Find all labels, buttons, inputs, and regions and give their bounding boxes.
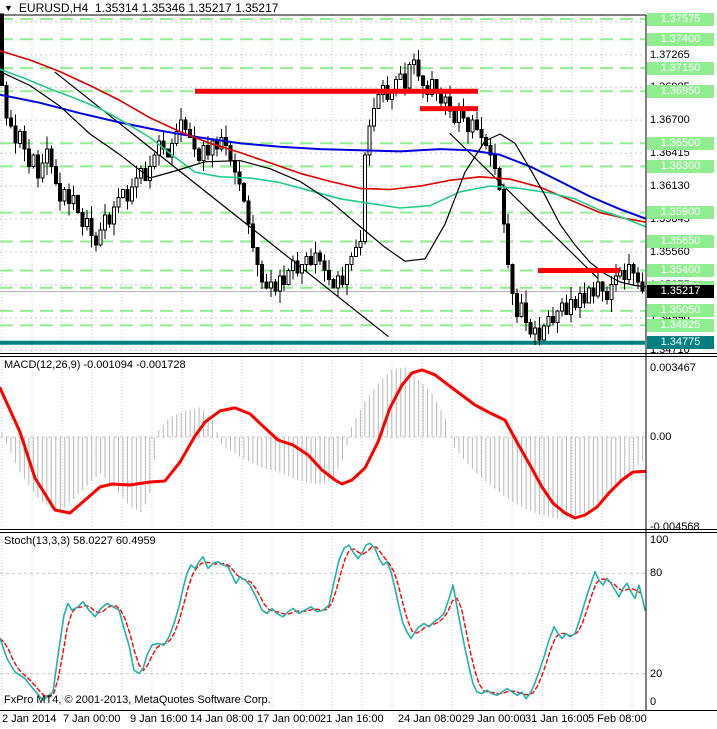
stoch-scale-label: 0 (650, 696, 657, 708)
stoch-scale-label: 20 (650, 668, 663, 680)
green-level-label: 1.36950 (647, 85, 714, 98)
green-level-label: 1.36300 (647, 160, 714, 173)
macd-signal-line (0, 368, 647, 520)
price-tick-label: 1.37265 (650, 49, 690, 61)
candlesticks (0, 13, 645, 346)
date-label: 7 Jan 00:00 (63, 713, 121, 725)
macd-scale-label: 0.003467 (650, 362, 696, 374)
stoch-scale-label: 100 (650, 534, 669, 546)
price-tick-label: 1.36130 (650, 180, 690, 192)
platform-copyright: FxPro MT4, © 2001-2013, MetaQuotes Softw… (4, 694, 271, 706)
price-tick-label: 1.35560 (650, 246, 690, 258)
ma-red (0, 49, 646, 223)
green-level-label: 1.37575 (647, 13, 714, 26)
symbol-ohlc-readout: EURUSD,H4 1.35314 1.35346 1.35217 1.3521… (18, 0, 279, 15)
macd-indicator-label: MACD(12,26,9) -0.001094 -0.001728 (4, 359, 186, 371)
date-label: 31 Jan 16:00 (525, 713, 589, 725)
date-label: 9 Jan 16:00 (130, 713, 188, 725)
downtrend-short (449, 132, 599, 280)
chart-dropdown-icon[interactable]: ▼ (4, 2, 13, 13)
macd-panel[interactable] (0, 367, 647, 520)
macd-scale-label: 0.00 (650, 431, 672, 443)
price-tick-label: 1.36415 (650, 147, 690, 159)
stoch-indicator-label: Stoch(13,3,3) 58.0227 60.4959 (4, 535, 156, 547)
stoch-scale-label: 80 (650, 567, 663, 579)
ma-green (0, 68, 646, 228)
date-label: 17 Jan 00:00 (257, 713, 321, 725)
date-label: 21 Jan 16:00 (320, 713, 384, 725)
green-level-label: 1.34925 (647, 319, 714, 332)
current-price-label: 1.35217 (647, 285, 714, 298)
date-label: 29 Jan 00:00 (462, 713, 526, 725)
ma-blue (0, 93, 646, 220)
support-level-label: 1.34775 (647, 336, 714, 349)
date-label: 14 Jan 08:00 (190, 713, 254, 725)
green-level-label: 1.35050 (647, 304, 714, 317)
downtrend-long (54, 71, 389, 337)
green-level-label: 1.37400 (647, 33, 714, 46)
green-level-label: 1.35650 (647, 235, 714, 248)
macd-scale-label: -0.004568 (650, 521, 700, 533)
ma-black (0, 70, 646, 288)
stoch-k-line (0, 542, 646, 702)
green-level-label: 1.35400 (647, 264, 714, 277)
date-label: 2 Jan 2014 (2, 713, 57, 725)
green-level-label: 1.37150 (647, 62, 714, 75)
chart-title-bar: ▼ EURUSD,H4 1.35314 1.35346 1.35217 1.35… (4, 0, 279, 15)
date-label: 5 Feb 08:00 (588, 713, 647, 725)
price-tick-label: 1.36700 (650, 114, 690, 126)
green-level-label: 1.36500 (647, 137, 714, 150)
green-level-label: 1.35900 (647, 206, 714, 219)
main-price-panel[interactable] (0, 13, 646, 351)
stochastic-panel[interactable] (0, 542, 646, 702)
date-label: 24 Jan 08:00 (398, 713, 462, 725)
stoch-d-line (0, 546, 642, 698)
